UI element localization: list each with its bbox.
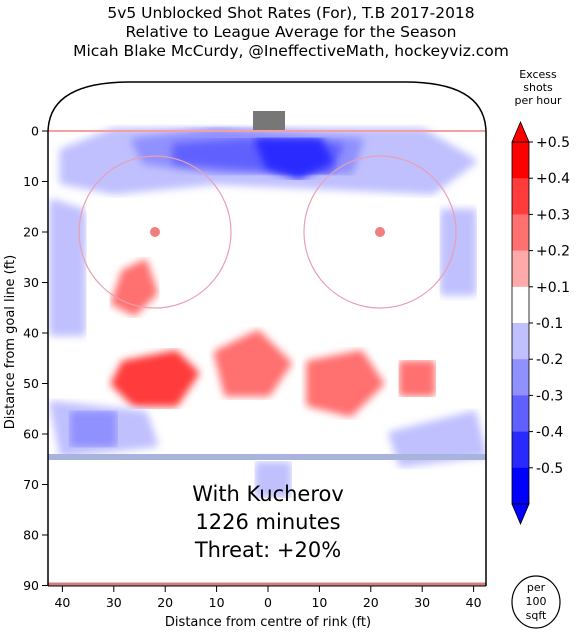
heat-region-left-high-hot — [110, 350, 199, 407]
x-tick-label: 10 — [311, 595, 327, 610]
x-axis-ticks: 40 30 20 10 0 10 20 30 40 — [54, 586, 482, 610]
heat-region-neutral-warm — [80, 542, 107, 569]
x-tick-label: 0 — [264, 595, 272, 610]
colorbar-label: -0.4 — [536, 425, 563, 441]
annotation-threat: Threat: +20% — [194, 538, 341, 562]
colorbar-segment — [512, 214, 529, 252]
goal-net — [253, 111, 285, 130]
colorbar-min-arrow — [511, 503, 530, 526]
colorbar-title-1: Excess — [519, 68, 557, 81]
x-tick-label: 40 — [466, 595, 482, 610]
heat-region-left-circle-hot — [110, 259, 158, 316]
x-tick-label: 20 — [157, 595, 173, 610]
y-tick-label: 90 — [23, 578, 39, 593]
colorbar-segment — [512, 286, 529, 324]
colorbar-title-2: shots — [523, 81, 553, 94]
colorbar-segment — [512, 395, 529, 433]
chart-title: 5v5 Unblocked Shot Rates (For), T.B 2017… — [107, 4, 475, 22]
y-axis-label: Distance from goal line (ft) — [3, 255, 18, 429]
heat-region-crease-coldest — [254, 138, 333, 180]
y-tick-label: 20 — [23, 225, 39, 240]
faceoff-dot-left — [150, 227, 160, 237]
x-tick-label: 10 — [209, 595, 225, 610]
colorbar-title-3: per hour — [515, 94, 562, 107]
colorbar-label: +0.5 — [536, 135, 570, 151]
y-tick-label: 30 — [23, 275, 39, 290]
faceoff-dot-right — [375, 227, 385, 237]
unit-badge-line2: 100 — [526, 595, 547, 608]
colorbar-label: -0.5 — [536, 461, 563, 477]
chart-credit: Micah Blake McCurdy, @IneffectiveMath, h… — [73, 42, 509, 60]
heat-region-neutral-cold — [254, 461, 292, 498]
y-tick-label: 10 — [23, 174, 39, 189]
colorbar-segment — [512, 467, 529, 505]
colorbar-label: +0.1 — [536, 280, 570, 296]
colorbar-label: -0.1 — [536, 316, 563, 332]
colorbar-label: +0.2 — [536, 244, 570, 260]
x-tick-label: 20 — [363, 595, 379, 610]
faceoff-circle-left — [78, 155, 232, 309]
y-axis-ticks: 0 10 20 30 40 50 60 70 80 90 — [23, 124, 48, 593]
y-tick-label: 40 — [23, 326, 39, 341]
heat-region-left-wall-cold — [49, 198, 86, 336]
annotation-player: With Kucherov — [192, 482, 344, 506]
heat-region-lower-slot-cold — [213, 330, 292, 397]
colorbar-label: +0.3 — [536, 207, 570, 223]
heat-region-right-wall-cold — [439, 208, 477, 296]
colorbar-max-arrow — [511, 120, 530, 143]
colorbar-label: -0.3 — [536, 388, 563, 404]
heat-region-right-high-hot — [306, 350, 385, 417]
unit-badge — [511, 575, 561, 629]
heat-region-left-point-colder — [69, 410, 117, 448]
colorbar-segment — [512, 142, 529, 179]
heat-region-right-point-hot — [398, 360, 436, 397]
chart-subtitle: Relative to League Average for the Seaso… — [125, 23, 457, 41]
colorbar: +0.5 +0.4 +0.3 +0.2 +0.1 -0.1 -0.2 -0.3 -0.4 -0.5 — [511, 120, 570, 526]
x-tick-label: 30 — [106, 595, 122, 610]
colorbar-label: +0.4 — [536, 171, 570, 187]
y-tick-label: 50 — [23, 376, 39, 391]
y-tick-label: 0 — [31, 124, 39, 139]
colorbar-segment — [512, 431, 529, 469]
unit-badge-line3: sqft — [526, 609, 547, 622]
colorbar-label: -0.2 — [536, 352, 563, 368]
y-tick-label: 80 — [23, 528, 39, 543]
x-tick-label: 40 — [54, 595, 70, 610]
rink-markings — [48, 130, 486, 586]
colorbar-segment — [512, 323, 529, 360]
annotation-minutes: 1226 minutes — [195, 510, 340, 534]
colorbar-segment — [512, 178, 529, 215]
x-tick-label: 30 — [414, 595, 430, 610]
colorbar-segment — [512, 359, 529, 396]
faceoff-circle-right — [303, 155, 457, 309]
rink-boards — [47, 81, 487, 586]
x-axis-label: Distance from centre of rink (ft) — [165, 615, 371, 630]
unit-badge-line1: per — [527, 581, 546, 594]
colorbar-segment — [512, 250, 529, 288]
y-tick-label: 60 — [23, 427, 39, 442]
heat-layer — [49, 128, 486, 569]
y-tick-label: 70 — [23, 477, 39, 492]
